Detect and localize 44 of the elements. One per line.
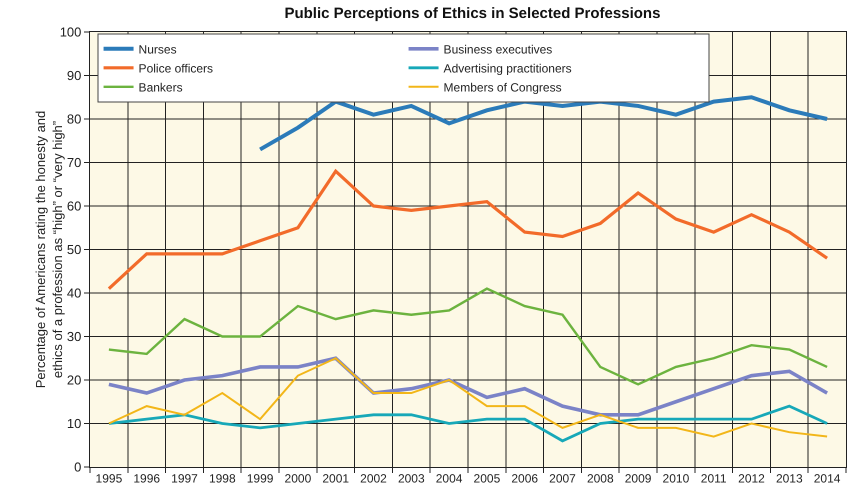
y-tick-label: 70: [66, 155, 82, 170]
legend-label: Advertising practitioners: [444, 61, 572, 76]
y-tick-label: 100: [60, 24, 82, 40]
line-series: [107, 170, 829, 290]
x-tick-label: 2012: [738, 471, 766, 486]
x-tick-label: 1998: [208, 471, 236, 486]
x-tick-label: 2007: [549, 471, 576, 486]
legend-label: Police officers: [138, 61, 214, 76]
x-tick-label: 2002: [360, 471, 388, 486]
x-tick-label: 2001: [322, 471, 350, 486]
line-series: [108, 287, 828, 386]
x-tick-label: 2003: [398, 471, 425, 486]
y-axis-title: Percentage of Americans rating the honesty and ethics of a profession as “high” or “very high”: [33, 110, 65, 388]
x-tick-label: 2014: [814, 471, 841, 486]
x-tick-label: 2004: [436, 471, 463, 486]
legend-label: Business executives: [444, 42, 552, 56]
y-tick-label: 40: [66, 286, 82, 301]
x-tick-label: 2011: [700, 471, 727, 486]
x-tick-label: 2009: [624, 471, 652, 486]
x-tick-label: 2010: [662, 471, 690, 486]
x-tick-label: 2006: [511, 471, 538, 486]
line-series: [108, 357, 828, 438]
y-tick-label: 20: [66, 372, 82, 388]
y-tick-label: 50: [66, 242, 82, 258]
y-tick-label: 60: [66, 198, 82, 214]
x-tick-label: 1996: [133, 471, 160, 486]
x-tick-label: 1995: [96, 471, 123, 486]
x-tick-label: 1997: [171, 471, 198, 486]
x-tick-label: 2005: [474, 471, 501, 486]
chart-title: Public Perceptions of Ethics in Selected Professions: [284, 4, 660, 22]
y-tick-label: 80: [66, 112, 82, 127]
y-tick-label: 30: [66, 329, 82, 344]
x-tick-label: 2008: [586, 471, 614, 486]
line-series: [108, 404, 828, 442]
legend-label: Nurses: [138, 42, 177, 56]
legend-label: Bankers: [138, 80, 183, 94]
y-tick-label: 0: [74, 460, 82, 475]
y-tick-label: 90: [66, 68, 82, 84]
line-series: [258, 95, 830, 152]
legend-label: Members of Congress: [444, 80, 562, 94]
x-tick-label: 2013: [776, 471, 803, 486]
y-tick-label: 10: [66, 416, 82, 432]
x-tick-label: 1999: [246, 471, 274, 486]
x-tick-label: 2000: [284, 471, 312, 486]
